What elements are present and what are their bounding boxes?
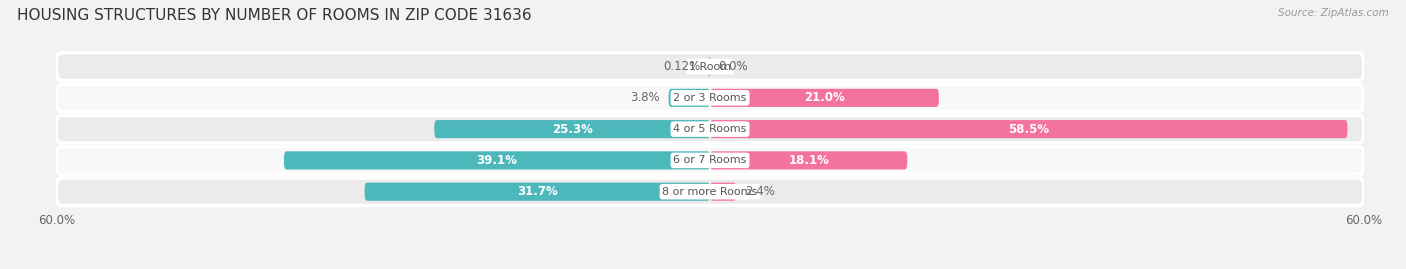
- Text: 21.0%: 21.0%: [804, 91, 845, 104]
- Text: 8 or more Rooms: 8 or more Rooms: [662, 187, 758, 197]
- Text: 0.12%: 0.12%: [662, 60, 700, 73]
- Text: 58.5%: 58.5%: [1008, 123, 1049, 136]
- Text: 18.1%: 18.1%: [789, 154, 830, 167]
- FancyBboxPatch shape: [710, 89, 939, 107]
- FancyBboxPatch shape: [56, 84, 1364, 112]
- FancyBboxPatch shape: [710, 151, 907, 169]
- FancyBboxPatch shape: [710, 120, 1347, 138]
- FancyBboxPatch shape: [434, 120, 710, 138]
- FancyBboxPatch shape: [56, 178, 1364, 206]
- Text: 25.3%: 25.3%: [551, 123, 592, 136]
- Text: 3.8%: 3.8%: [630, 91, 659, 104]
- FancyBboxPatch shape: [56, 115, 1364, 143]
- Text: 2 or 3 Rooms: 2 or 3 Rooms: [673, 93, 747, 103]
- Text: 0.0%: 0.0%: [718, 60, 748, 73]
- FancyBboxPatch shape: [284, 151, 710, 169]
- Text: 4 or 5 Rooms: 4 or 5 Rooms: [673, 124, 747, 134]
- FancyBboxPatch shape: [56, 53, 1364, 80]
- Text: 1 Room: 1 Room: [689, 62, 731, 72]
- Text: Source: ZipAtlas.com: Source: ZipAtlas.com: [1278, 8, 1389, 18]
- FancyBboxPatch shape: [669, 89, 710, 107]
- Text: 39.1%: 39.1%: [477, 154, 517, 167]
- Text: 6 or 7 Rooms: 6 or 7 Rooms: [673, 155, 747, 165]
- Text: 31.7%: 31.7%: [517, 185, 558, 198]
- FancyBboxPatch shape: [710, 183, 737, 201]
- FancyBboxPatch shape: [707, 58, 711, 76]
- Text: 2.4%: 2.4%: [745, 185, 775, 198]
- FancyBboxPatch shape: [56, 147, 1364, 174]
- Text: HOUSING STRUCTURES BY NUMBER OF ROOMS IN ZIP CODE 31636: HOUSING STRUCTURES BY NUMBER OF ROOMS IN…: [17, 8, 531, 23]
- FancyBboxPatch shape: [364, 183, 710, 201]
